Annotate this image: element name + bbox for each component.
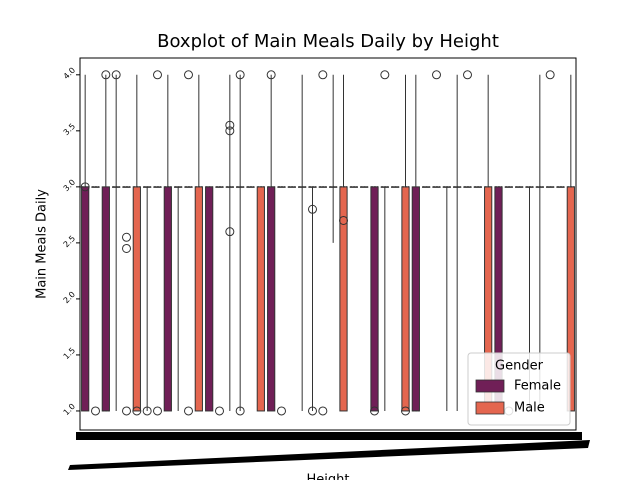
outlier (308, 406, 317, 416)
box (401, 186, 410, 412)
y-tick-label: 3.0 (62, 178, 77, 193)
outlier (101, 70, 111, 80)
legend-label: Female (514, 379, 561, 394)
y-axis-label: Main Meals Daily (35, 189, 50, 299)
outlier (318, 406, 328, 416)
outlier (122, 232, 131, 242)
outlier (142, 406, 152, 416)
box (132, 186, 141, 412)
box (205, 186, 214, 412)
legend: Gender Female Male (467, 352, 571, 426)
outlier (308, 204, 317, 214)
legend-title: Gender (495, 359, 544, 374)
outlier (225, 120, 235, 130)
outlier (111, 70, 121, 80)
outlier (235, 70, 245, 80)
box (101, 186, 110, 412)
y-tick-label: 4.0 (62, 66, 77, 81)
outlier (215, 406, 224, 416)
y-tick-label: 2.0 (62, 290, 77, 305)
legend-swatch (475, 379, 505, 393)
outlier (432, 70, 441, 80)
box (370, 186, 379, 412)
outlier (339, 215, 348, 225)
legend-swatch (475, 401, 505, 415)
outlier (235, 406, 245, 416)
y-tick-label: 3.5 (62, 122, 77, 137)
outlier (184, 406, 193, 416)
box (81, 186, 90, 412)
outlier (184, 70, 193, 80)
y-tick-label: 1.0 (62, 402, 77, 417)
outlier (225, 126, 235, 136)
outlier (277, 406, 286, 416)
box (163, 186, 172, 412)
y-tick-label: 1.5 (62, 346, 77, 361)
outlier (380, 70, 390, 80)
illegible-x-tick-labels (68, 440, 590, 470)
box (339, 186, 348, 412)
outlier (401, 406, 410, 416)
x-axis-label: Height (307, 473, 350, 480)
box (256, 186, 265, 412)
plot-frame (79, 57, 577, 431)
outlier (122, 406, 131, 416)
outlier (153, 70, 162, 80)
chart-title: Boxplot of Main Meals Daily by Height (157, 31, 499, 52)
outlier (225, 227, 235, 237)
outlier (545, 70, 555, 80)
outlier (132, 406, 142, 416)
illegible-x-tick-labels (76, 432, 582, 440)
outlier (153, 406, 162, 416)
outlier (266, 70, 276, 80)
legend-label: Male (514, 401, 545, 416)
box (194, 186, 203, 412)
y-tick-label: 2.5 (62, 234, 77, 249)
outlier (91, 406, 100, 416)
outlier (463, 70, 472, 80)
outlier (122, 243, 131, 253)
box (411, 186, 420, 412)
outlier (80, 182, 90, 192)
box (267, 186, 276, 412)
outlier (318, 70, 328, 80)
outlier (370, 406, 379, 416)
